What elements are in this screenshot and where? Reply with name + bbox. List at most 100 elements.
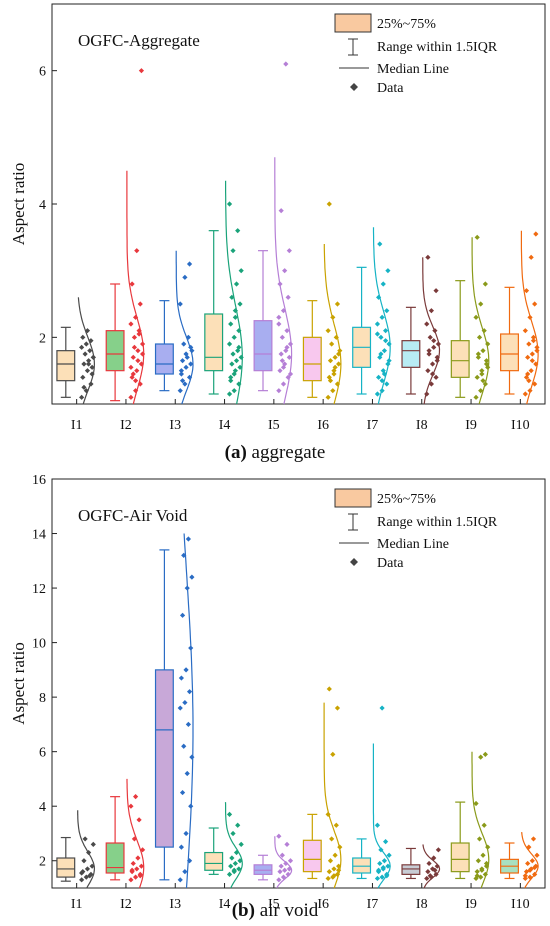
y-axis-label: Aspect ratio — [9, 642, 28, 725]
data-point — [279, 351, 284, 356]
x-tick-label: I10 — [511, 418, 530, 433]
legend-box-swatch — [335, 14, 371, 32]
data-point — [84, 341, 89, 346]
data-point — [79, 395, 84, 400]
y-tick-label: 14 — [32, 528, 46, 543]
data-point — [180, 358, 185, 363]
box-iqr — [402, 865, 420, 875]
data-point — [525, 355, 530, 360]
data-point — [430, 361, 435, 366]
data-point — [227, 812, 232, 817]
y-tick-label: 6 — [39, 65, 46, 80]
distribution-curve — [472, 237, 489, 404]
data-point — [425, 255, 430, 260]
data-point — [328, 358, 333, 363]
x-tick-label: I1 — [71, 418, 83, 433]
data-point — [526, 341, 531, 346]
x-tick-label: I10 — [511, 897, 530, 912]
data-point — [135, 348, 140, 353]
data-point — [530, 858, 535, 863]
data-point — [483, 281, 488, 286]
data-point — [534, 345, 539, 350]
data-point — [335, 301, 340, 306]
legend-median-label: Median Line — [377, 537, 449, 552]
y-axis-label: Aspect ratio — [9, 163, 28, 246]
y-tick-label: 2 — [39, 855, 46, 870]
data-point — [134, 368, 139, 373]
plot-frame — [52, 479, 545, 888]
data-point — [235, 823, 240, 828]
data-point — [330, 315, 335, 320]
data-point — [189, 575, 194, 580]
data-point — [228, 864, 233, 869]
legend-box-swatch — [335, 489, 371, 507]
data-point — [433, 288, 438, 293]
data-point — [335, 705, 340, 710]
x-tick-label: I8 — [416, 897, 428, 912]
data-point — [283, 61, 288, 66]
data-point — [227, 201, 232, 206]
box-iqr — [106, 331, 124, 371]
data-point — [426, 861, 431, 866]
box-group-I4 — [205, 802, 244, 888]
data-point — [287, 248, 292, 253]
data-point — [88, 338, 93, 343]
box-group-I6 — [303, 686, 342, 888]
data-point — [330, 388, 335, 393]
data-point — [477, 335, 482, 340]
data-point — [531, 836, 536, 841]
data-point — [431, 345, 436, 350]
data-point — [431, 338, 436, 343]
legend: 25%~75% Range within 1.5IQR Median Line Dat… — [335, 14, 498, 96]
data-point — [530, 351, 535, 356]
data-point — [331, 371, 336, 376]
y-tick-label: 6 — [39, 746, 46, 761]
box-group-I9 — [451, 235, 490, 404]
data-point — [386, 341, 391, 346]
data-point — [232, 335, 237, 340]
data-point — [376, 375, 381, 380]
data-point — [533, 231, 538, 236]
legend: 25%~75% Range within 1.5IQR Median Line Dat… — [335, 489, 498, 571]
data-point — [436, 341, 441, 346]
data-point — [188, 804, 193, 809]
data-point — [237, 301, 242, 306]
x-tick-label: I4 — [219, 418, 231, 433]
data-point — [475, 235, 480, 240]
data-point — [527, 388, 532, 393]
data-point — [381, 281, 386, 286]
data-point — [229, 855, 234, 860]
data-point — [432, 328, 437, 333]
data-point — [180, 790, 185, 795]
figure-caption: (a) aggregate — [225, 442, 326, 463]
box-iqr — [205, 853, 223, 871]
data-point — [133, 794, 138, 799]
data-point — [81, 858, 86, 863]
data-point — [429, 308, 434, 313]
data-point — [379, 315, 384, 320]
data-point — [186, 722, 191, 727]
data-point — [131, 355, 136, 360]
data-point — [85, 368, 90, 373]
data-point — [91, 355, 96, 360]
data-point — [85, 866, 90, 871]
data-point — [288, 858, 293, 863]
chart-aggregate: 246Aspect ratioI1 I2 I3 I4 I5 I6 I7 I8 I9 I10OGFC… — [0, 0, 550, 463]
box-iqr — [205, 314, 223, 371]
box-iqr — [254, 321, 272, 371]
legend-data-swatch — [350, 558, 358, 566]
data-point — [428, 335, 433, 340]
data-point — [282, 268, 287, 273]
data-point — [525, 861, 530, 866]
data-point — [475, 375, 480, 380]
box-group-I10 — [501, 832, 540, 888]
x-tick-label: I2 — [120, 418, 132, 433]
box-group-I6 — [303, 201, 342, 404]
box-iqr — [106, 843, 124, 873]
data-point — [523, 328, 528, 333]
data-point — [128, 877, 133, 882]
data-point — [286, 295, 291, 300]
data-point — [227, 391, 232, 396]
box-group-I8 — [402, 844, 441, 888]
data-point — [377, 241, 382, 246]
